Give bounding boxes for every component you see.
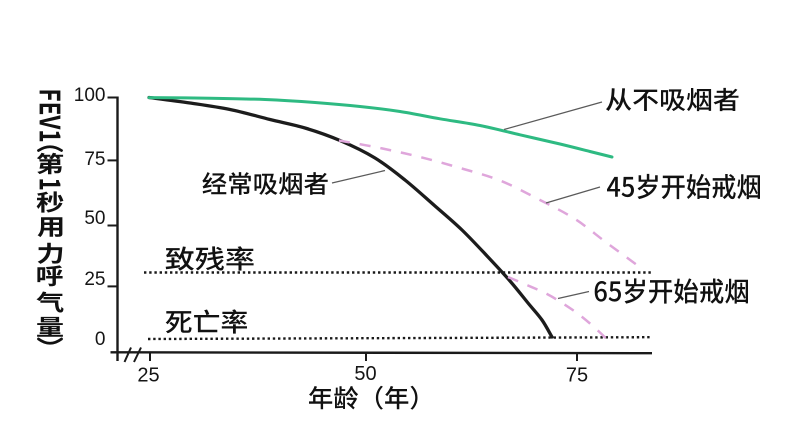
- svg-text:25: 25: [84, 269, 105, 290]
- svg-text:50: 50: [354, 363, 376, 385]
- svg-text:75: 75: [566, 365, 588, 387]
- svg-text:50: 50: [84, 208, 105, 229]
- svg-text:100: 100: [74, 85, 106, 106]
- svg-text:75: 75: [84, 149, 105, 170]
- svg-text:25: 25: [137, 365, 159, 387]
- svg-text:0: 0: [95, 329, 106, 350]
